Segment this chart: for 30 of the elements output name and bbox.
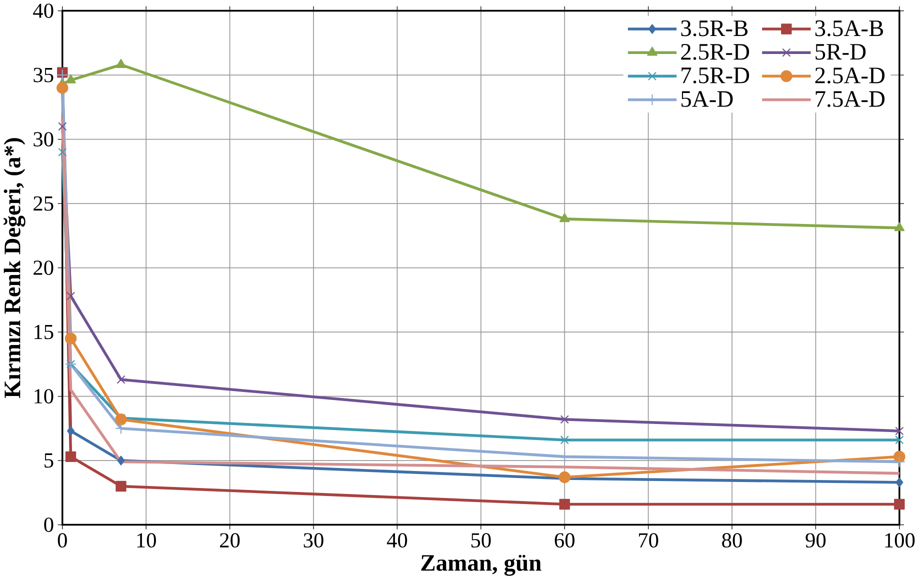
x-tick-label: 30 [304, 532, 324, 548]
y-tick-label: 10 [34, 388, 54, 404]
legend-label: 2.5A-D [815, 67, 885, 84]
x-tick-label: 10 [137, 532, 156, 548]
x-tick-label: 100 [885, 532, 915, 548]
y-tick-label: 20 [34, 260, 54, 275]
y-tick-label: 25 [34, 196, 54, 211]
y-tick-label: 5 [44, 453, 54, 468]
y-tick-label: 30 [34, 132, 54, 146]
legend-label: 3.5A-B [815, 20, 884, 36]
legend-label: 3.5R-B [681, 20, 748, 36]
x-tick-label: 40 [386, 532, 408, 548]
legend-label: 5R-D [816, 44, 866, 60]
y-tick-label: 35 [34, 68, 54, 82]
y-tick-label: 0 [44, 517, 54, 532]
legend-label: 7.5R-D [682, 67, 750, 84]
x-tick-label: 90 [806, 532, 826, 548]
x-tick-label: 70 [639, 532, 658, 548]
x-tick-label: 80 [722, 532, 742, 548]
x-tick-label: 60 [554, 532, 574, 548]
legend-label: 7.5A-D [816, 90, 885, 107]
y-tick-label: 15 [34, 324, 54, 339]
y-tick-label: 40 [33, 3, 54, 18]
x-tick-label: 50 [471, 532, 491, 548]
legend-label: 2.5R-D [681, 44, 750, 60]
x-tick-label: 20 [220, 532, 240, 548]
x-tick-label: 0 [58, 532, 67, 548]
legend-label: 5A-D [681, 90, 733, 107]
x-axis-title: Zaman, gün [421, 554, 542, 576]
y-axis-title: Kırmızı Renk Değeri, (a*) [4, 138, 26, 398]
